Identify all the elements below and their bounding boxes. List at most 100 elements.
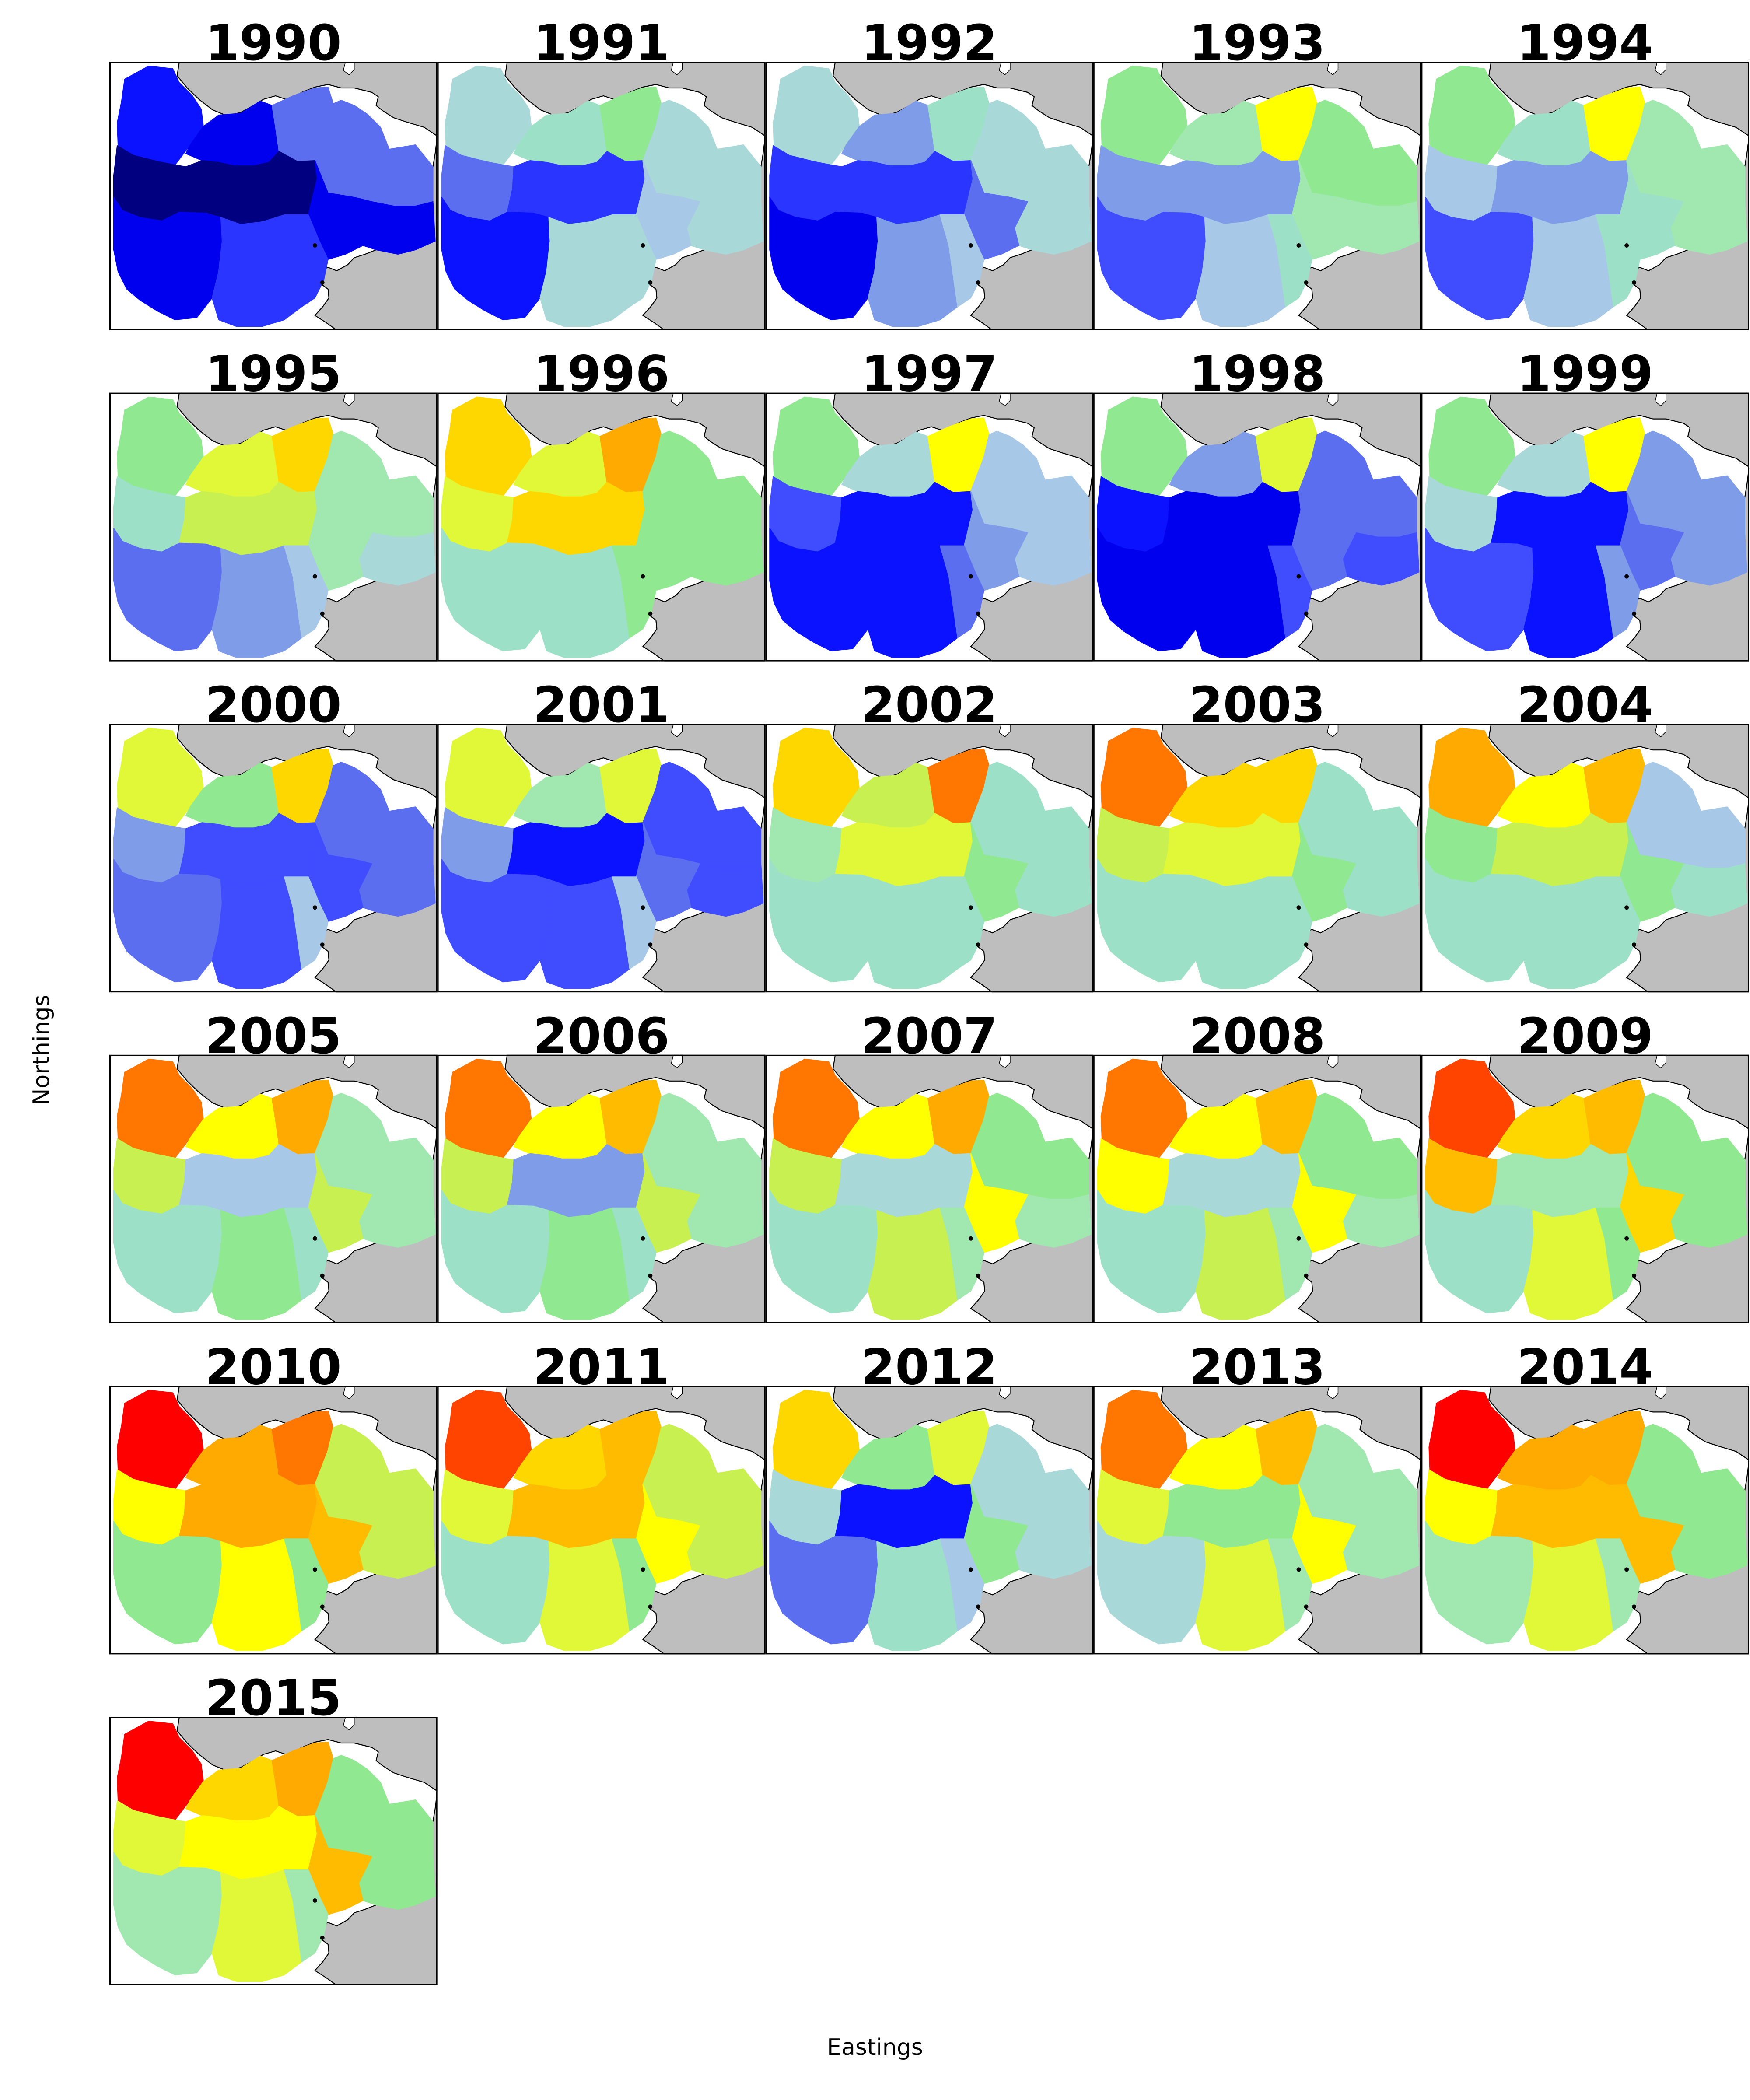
panel-frame: [109, 1717, 438, 1985]
region-fe: [686, 863, 764, 917]
region-se: [1596, 876, 1641, 970]
island-marker: [976, 280, 980, 285]
region-ce: [963, 491, 1028, 591]
region-se: [1267, 876, 1312, 970]
island-marker: [976, 1604, 980, 1609]
coast-gap: [1655, 1386, 1666, 1400]
land-mass-north: [176, 724, 438, 799]
region-ce: [1620, 822, 1684, 922]
region-se: [612, 545, 657, 638]
island-marker: [1304, 942, 1309, 947]
map-panel-1998: [1093, 392, 1421, 662]
map-panel-1995: [109, 392, 438, 662]
panel-frame: [1093, 1054, 1421, 1323]
land-mass-north: [504, 1054, 766, 1130]
panel-frame: [765, 1054, 1093, 1323]
coast-gap: [999, 1386, 1011, 1400]
island-marker: [312, 574, 317, 579]
panel-title-2006: 2006: [533, 1008, 670, 1065]
coast-gap: [999, 724, 1011, 738]
region-se: [612, 214, 657, 307]
region-s: [211, 1869, 302, 1982]
region-ce: [1620, 1484, 1684, 1584]
region-fe: [1670, 1525, 1748, 1579]
panel-frame: [437, 62, 766, 330]
island-marker: [320, 1936, 325, 1940]
panel-frame: [109, 1386, 438, 1655]
region-se: [1267, 545, 1312, 638]
region-se: [1596, 1538, 1641, 1631]
panel-title-2004: 2004: [1517, 677, 1653, 734]
panel-frame: [109, 1054, 438, 1323]
map-panel-1997: [765, 392, 1093, 662]
coast-gap: [1655, 724, 1666, 738]
region-s: [1523, 545, 1614, 658]
region-s: [868, 545, 958, 658]
map-panel-1994: [1421, 62, 1749, 330]
coast-gap: [671, 1054, 683, 1068]
land-mass-north: [504, 62, 766, 137]
land-mass-north: [1160, 392, 1421, 468]
region-ce: [1620, 491, 1684, 591]
region-ce: [1292, 491, 1356, 591]
land-mass-north: [1160, 62, 1421, 137]
region-se: [284, 545, 329, 638]
land-mass-north: [1488, 1054, 1749, 1130]
map-panel-1996: [437, 392, 766, 662]
coast-gap: [671, 62, 683, 75]
panel-frame: [1421, 1386, 1749, 1655]
region-s: [211, 876, 302, 989]
map-panel-2013: [1093, 1386, 1421, 1655]
land-mass-north: [833, 724, 1093, 799]
map-panel-2010: [109, 1386, 438, 1655]
coast-gap: [671, 392, 683, 406]
panel-title-1995: 1995: [205, 346, 342, 403]
region-se: [1267, 214, 1312, 307]
coast-gap: [343, 1717, 355, 1730]
map-panel-1999: [1421, 392, 1749, 662]
panel-title-1999: 1999: [1517, 346, 1653, 403]
panel-title-2014: 2014: [1517, 1339, 1653, 1396]
panel-title-1997: 1997: [861, 346, 998, 403]
land-mass-north: [176, 1054, 438, 1130]
coast-gap: [1655, 1054, 1666, 1068]
island-marker: [1632, 942, 1637, 947]
region-se: [939, 1538, 984, 1631]
region-s: [1523, 1207, 1614, 1320]
region-se: [939, 876, 984, 970]
region-se: [612, 1538, 657, 1631]
panel-frame: [1421, 392, 1749, 662]
panel-frame: [1421, 724, 1749, 993]
region-ce: [1620, 160, 1684, 260]
region-s: [211, 214, 302, 327]
island-marker: [976, 942, 980, 947]
island-marker: [320, 280, 325, 285]
panel-title-2007: 2007: [861, 1008, 998, 1065]
region-ce: [636, 1153, 700, 1253]
panel-title-1992: 1992: [861, 15, 998, 72]
region-ce: [963, 160, 1028, 260]
region-ce: [308, 1153, 372, 1253]
region-se: [1596, 1207, 1641, 1300]
panel-frame: [1093, 1386, 1421, 1655]
region-s: [1195, 1207, 1286, 1320]
region-se: [1596, 214, 1641, 307]
x-axis-label: Eastings: [827, 2034, 923, 2061]
region-s: [1195, 1538, 1286, 1651]
panel-title-2008: 2008: [1189, 1008, 1326, 1065]
region-ce: [308, 491, 372, 591]
island-marker: [312, 905, 317, 910]
coast-gap: [1655, 62, 1666, 75]
island-marker: [648, 1604, 653, 1609]
island-marker: [1624, 1236, 1629, 1241]
panel-frame: [437, 1054, 766, 1323]
land-mass-north: [1488, 724, 1749, 799]
region-fe: [686, 1194, 764, 1248]
region-ce: [308, 822, 372, 922]
region-s: [1195, 545, 1286, 658]
map-panel-2015: [109, 1717, 438, 1985]
region-fe: [358, 1525, 436, 1579]
panel-title-2000: 2000: [205, 677, 342, 734]
island-marker: [320, 942, 325, 947]
